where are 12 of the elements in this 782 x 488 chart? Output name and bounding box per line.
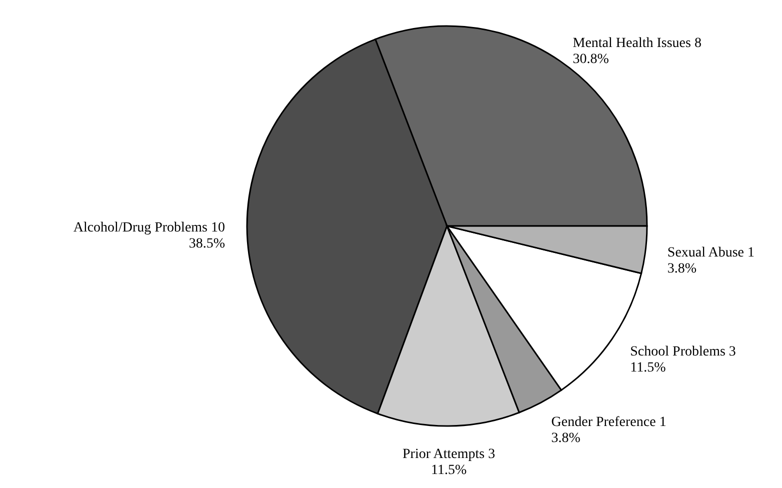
slice-label: Alcohol/Drug Problems 10 [73, 220, 226, 236]
data-label: 30.8% [572, 52, 610, 68]
data-label: 38.5% [188, 236, 226, 252]
data-label: 3.8% [551, 430, 581, 446]
slice-label: Sexual Abuse 1 [667, 245, 755, 260]
slice-label: Prior Attempts 3 [402, 446, 496, 462]
slice-label: Gender Preference 1 [551, 414, 666, 430]
slice-label: School Problems 3 [630, 344, 736, 360]
slice-label: Mental Health Issues 8 [572, 36, 702, 52]
data-label: 3.8% [667, 261, 697, 276]
data-label: 11.5% [630, 360, 666, 376]
data-label: 11.5% [430, 462, 467, 478]
